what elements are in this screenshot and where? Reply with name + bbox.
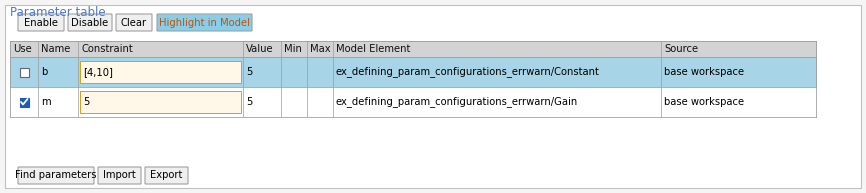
Text: b: b [41, 67, 48, 77]
Text: Import: Import [103, 170, 136, 180]
Bar [243, 41, 281, 57]
Bar [661, 41, 816, 57]
Text: Find parameters: Find parameters [16, 170, 97, 180]
Bar [281, 57, 307, 87]
Bar [333, 57, 661, 87]
FancyBboxPatch shape [68, 14, 112, 31]
Text: Parameter table: Parameter table [10, 6, 106, 19]
Bar [20, 97, 29, 107]
Text: 5: 5 [246, 97, 252, 107]
Bar [333, 41, 661, 57]
Text: ex_defining_param_configurations_errwarn/Constant: ex_defining_param_configurations_errwarn… [336, 67, 600, 77]
Text: Name: Name [41, 44, 70, 54]
FancyBboxPatch shape [18, 167, 94, 184]
FancyBboxPatch shape [98, 167, 141, 184]
Bar [10, 41, 38, 57]
Bar [38, 41, 78, 57]
Bar [307, 41, 333, 57]
Text: Model Element: Model Element [336, 44, 410, 54]
Text: base workspace: base workspace [664, 67, 744, 77]
Bar [307, 87, 333, 117]
FancyBboxPatch shape [116, 14, 152, 31]
Bar [20, 68, 29, 76]
Text: Max: Max [310, 44, 331, 54]
Bar [243, 87, 281, 117]
Bar [78, 87, 243, 117]
Text: Min: Min [284, 44, 302, 54]
Bar [10, 57, 816, 87]
Text: Constraint: Constraint [81, 44, 132, 54]
Text: Disable: Disable [71, 18, 108, 27]
Text: [4,10]: [4,10] [83, 67, 113, 77]
Text: 5: 5 [246, 67, 252, 77]
Bar [10, 87, 816, 117]
Text: Export: Export [151, 170, 183, 180]
Text: Use: Use [13, 44, 32, 54]
Text: 5: 5 [83, 97, 89, 107]
Bar [307, 57, 333, 87]
Text: Clear: Clear [121, 18, 147, 27]
Text: Source: Source [664, 44, 698, 54]
Bar [333, 87, 661, 117]
Bar [80, 91, 241, 113]
Bar [243, 57, 281, 87]
Bar [10, 41, 816, 57]
Bar [661, 87, 816, 117]
Bar [10, 57, 38, 87]
Text: Value: Value [246, 44, 274, 54]
Text: m: m [41, 97, 50, 107]
FancyBboxPatch shape [157, 14, 252, 31]
FancyBboxPatch shape [145, 167, 188, 184]
Bar [281, 41, 307, 57]
Text: Enable: Enable [24, 18, 58, 27]
Bar [38, 87, 78, 117]
FancyBboxPatch shape [18, 14, 64, 31]
Bar [10, 87, 38, 117]
Text: Highlight in Model: Highlight in Model [159, 18, 250, 27]
Bar [281, 87, 307, 117]
Bar [38, 57, 78, 87]
Bar [78, 57, 243, 87]
Bar [78, 41, 243, 57]
Bar [80, 61, 241, 83]
Text: base workspace: base workspace [664, 97, 744, 107]
Bar [661, 57, 816, 87]
Bar [10, 41, 816, 117]
Text: ex_defining_param_configurations_errwarn/Gain: ex_defining_param_configurations_errwarn… [336, 96, 578, 108]
